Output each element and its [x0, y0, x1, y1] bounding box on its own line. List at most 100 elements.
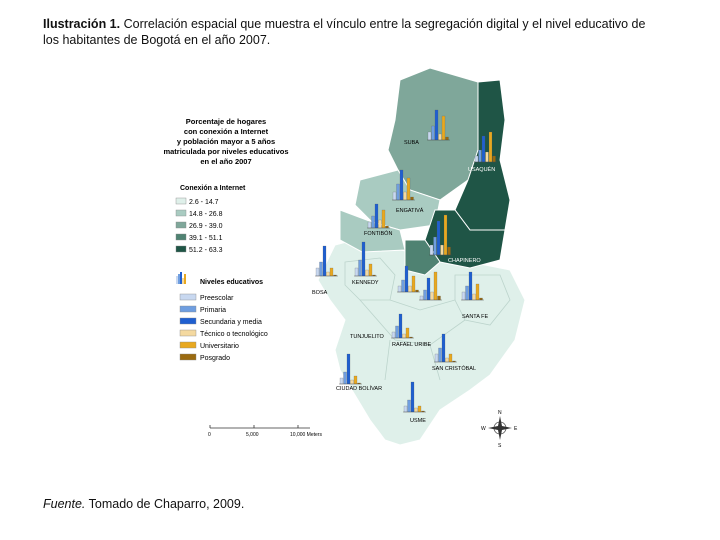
map-boundaries: [359, 299, 466, 381]
legend-connection-label: 26.9 - 39.0: [189, 223, 223, 230]
glyph-bar: [361, 241, 366, 277]
scale-tick-label: 10,000 Meters: [290, 432, 322, 438]
locality-label: TUNJUELITO: [350, 334, 385, 340]
locality-label: CHAPINERO: [448, 258, 481, 264]
glyph-bar: [399, 169, 404, 201]
glyph-bar: [391, 331, 396, 339]
glyph-bar: [350, 379, 354, 385]
glyph-bar: [434, 353, 439, 363]
glyph-bar: [472, 293, 476, 301]
legend-title-line: con conexión a Internet: [184, 127, 269, 136]
map-legend: Porcentaje de hogares con conexión a Int…: [163, 117, 288, 362]
glyph-bar: [429, 244, 434, 256]
locality-bar-glyph: [403, 381, 426, 413]
scale-bar: 0 5,000 10,000 Meters: [208, 425, 322, 438]
figure-source: Fuente. Tomado de Chaparro, 2009.: [43, 497, 244, 511]
glyph-bar: [485, 151, 489, 163]
glyph-bar: [385, 225, 389, 229]
glyph-bar: [414, 407, 418, 413]
legend-education-title: Niveles educativos: [200, 279, 263, 286]
glyph-bar: [441, 333, 446, 363]
locality-label: BOSA: [312, 290, 328, 296]
legend-connection-label: 39.1 - 51.1: [189, 235, 223, 242]
scale-tick-label: 0: [208, 432, 211, 438]
legend-bar-icon-bar: [184, 274, 186, 284]
glyph-bar: [326, 271, 330, 277]
glyph-bar: [374, 203, 379, 229]
glyph-bar: [392, 191, 397, 201]
legend-swatch: [179, 305, 197, 313]
legend-connection-label: 51.2 - 63.3: [189, 247, 223, 254]
scale-tick-label: 5,000: [246, 432, 259, 438]
legend-swatch: [175, 221, 187, 229]
glyph-bar: [427, 131, 432, 141]
legend-connection-label: 14.8 - 26.8: [189, 211, 223, 218]
locality-bar-glyph: [367, 203, 390, 229]
glyph-bar: [447, 246, 451, 256]
glyph-bar: [445, 136, 449, 141]
locality-label: KENNEDY: [352, 280, 379, 286]
legend-education-label: Primaria: [200, 307, 226, 314]
glyph-bar: [434, 109, 439, 141]
glyph-bar: [478, 149, 482, 163]
locality-label: SUBA: [404, 140, 419, 146]
glyph-bar: [431, 125, 435, 141]
glyph-bar: [423, 289, 427, 301]
glyph-bar: [488, 131, 493, 163]
glyph-bar: [354, 267, 359, 277]
locality-bar-glyph: [434, 333, 457, 363]
legend-swatch: [175, 209, 187, 217]
glyph-bar: [481, 135, 486, 163]
glyph-bar: [479, 297, 483, 301]
glyph-bar: [368, 263, 373, 277]
legend-bar-icon-bar: [178, 274, 180, 284]
glyph-bar: [346, 353, 351, 385]
legend-education-label: Preescolar: [200, 295, 234, 302]
glyph-bar: [445, 357, 449, 363]
legend-education-label: Secundaria y media: [200, 319, 262, 326]
glyph-bar: [433, 271, 438, 301]
education-bar-glyphs: [315, 109, 497, 413]
legend-swatch: [179, 341, 197, 349]
glyph-bar: [407, 399, 411, 413]
legend-education-label: Universitario: [200, 343, 239, 350]
glyph-bar: [404, 265, 409, 293]
glyph-bar: [474, 155, 479, 163]
glyph-bar: [410, 196, 414, 201]
glyph-bar: [448, 353, 453, 363]
legend-title-line: Porcentaje de hogares: [186, 117, 266, 126]
glyph-bar: [465, 285, 469, 301]
legend-title-line: y población mayor a 5 años: [177, 137, 275, 146]
glyph-bar: [436, 220, 441, 256]
glyph-bar: [433, 236, 437, 256]
legend-title-line: matriculada por niveles educativos: [163, 147, 288, 156]
figure-caption: Ilustración 1. Correlación espacial que …: [43, 16, 663, 48]
legend-swatch: [179, 353, 197, 361]
glyph-bar: [461, 291, 466, 301]
glyph-bar: [441, 115, 446, 141]
caption-label: Ilustración 1.: [43, 17, 121, 31]
glyph-bar: [406, 177, 411, 201]
legend-bar-icon: [176, 272, 186, 284]
glyph-bar: [365, 269, 369, 277]
glyph-bar: [430, 291, 434, 301]
legend-swatch: [179, 329, 197, 337]
glyph-bar: [315, 267, 320, 277]
glyph-bar: [343, 371, 347, 385]
compass-letter: N: [498, 410, 502, 416]
locality-label: CIUDAD BOLÍVAR: [336, 385, 382, 392]
locality-bar-glyph: [419, 271, 442, 301]
map-region-center-north: [404, 239, 441, 276]
glyph-bar: [358, 259, 362, 277]
glyph-bar: [381, 209, 386, 229]
glyph-bar: [408, 285, 412, 293]
locality-label: RAFAEL URIBE: [392, 342, 432, 348]
locality-bar-glyph: [461, 271, 484, 301]
glyph-bar: [440, 244, 444, 256]
glyph-bar: [415, 289, 419, 293]
legend-education-label: Posgrado: [200, 355, 230, 362]
compass-letter: S: [498, 443, 502, 449]
legend-bar-icon-bar: [182, 278, 184, 284]
glyph-bar: [410, 381, 415, 413]
legend-title-line: en el año 2007: [200, 157, 251, 166]
